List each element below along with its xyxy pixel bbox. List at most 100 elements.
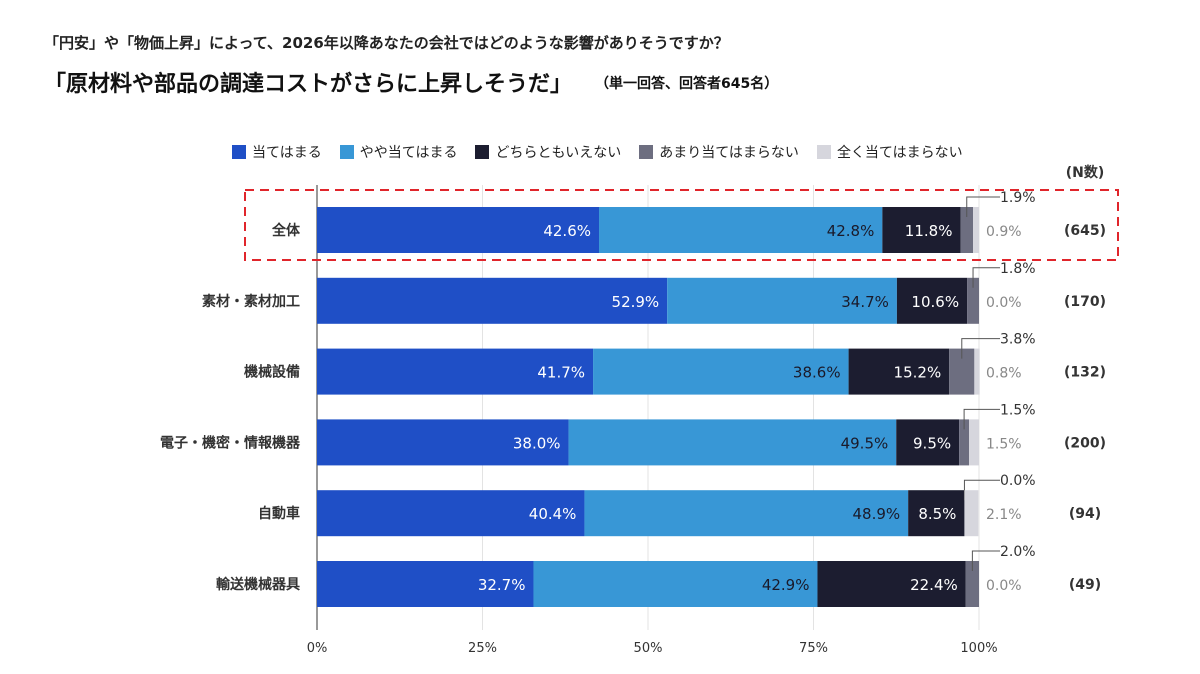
data-label: 1.8% — [1000, 261, 1036, 277]
category-label: 機械設備 — [244, 364, 300, 381]
bar-segment — [533, 561, 818, 607]
data-label: 42.8% — [827, 222, 875, 240]
n-label: (645) — [1064, 223, 1106, 239]
data-label: 42.6% — [543, 222, 591, 240]
n-label: (132) — [1064, 365, 1106, 381]
x-tick-label: 50% — [634, 641, 663, 656]
data-label: 40.4% — [529, 505, 577, 523]
legend-swatch — [816, 145, 831, 159]
data-label: 0.9% — [986, 224, 1022, 240]
data-label: 34.7% — [841, 293, 889, 311]
n-label: (94) — [1069, 506, 1101, 522]
data-label: 48.9% — [853, 505, 901, 523]
data-label: 0.0% — [986, 578, 1022, 594]
data-label: 0.8% — [986, 366, 1022, 382]
highlight-box — [244, 189, 1119, 261]
category-label: 全体 — [271, 222, 301, 239]
legend-label: 全く当てはまらない — [836, 145, 963, 161]
data-label: 9.5% — [913, 434, 951, 452]
data-label: 0.0% — [1000, 473, 1036, 489]
data-label: 10.6% — [911, 293, 959, 311]
legend-item: どちらともいえない — [475, 142, 621, 162]
bar-segment — [965, 561, 979, 607]
data-label: 52.9% — [612, 293, 660, 311]
bar-segment — [973, 207, 979, 253]
category-label: 素材・素材加工 — [202, 293, 300, 310]
leader-line — [961, 338, 1000, 359]
note-text: （単一回答、回答者645名） — [602, 76, 779, 92]
legend-item: 全く当てはまらない — [816, 142, 963, 162]
legend-item: あまり当てはまらない — [639, 142, 799, 162]
category-label: 自動車 — [258, 505, 300, 522]
bar-segment — [817, 561, 966, 607]
data-label: 32.7% — [478, 576, 526, 594]
bar-segment — [317, 277, 668, 324]
bar-segment — [848, 348, 950, 395]
legend-label: どちらともいえない — [495, 145, 622, 161]
legend-item: 当てはまる — [232, 142, 322, 162]
bar-segment — [896, 277, 968, 324]
legend-item: やや当てはまる — [339, 142, 458, 162]
data-label: 3.8% — [1000, 332, 1036, 348]
legend-swatch — [232, 145, 246, 159]
bar-segment — [964, 490, 979, 537]
n-label: (170) — [1064, 294, 1106, 310]
n-label: (49) — [1069, 577, 1101, 593]
n-header: (N数) — [1066, 164, 1105, 181]
bar-segment — [967, 277, 979, 324]
category-label: 輸送機械器具 — [216, 576, 300, 593]
bar-segment — [969, 419, 979, 466]
category-label: 電子・機密・情報機器 — [160, 434, 301, 451]
bar-segment — [568, 419, 897, 466]
bar-segment — [960, 207, 974, 253]
x-tick-label: 0% — [307, 641, 328, 656]
data-label: 2.1% — [986, 507, 1022, 523]
data-label: 15.2% — [894, 364, 942, 382]
legend: 当てはまる やや当てはまる どちらともいえない あまり当てはまらない 全く当てはまらない — [232, 142, 963, 162]
title-text: 「原材料や部品の調達コストがさらに上昇しそうだ」 — [44, 72, 573, 97]
legend-label: やや当てはまる — [359, 145, 458, 161]
bar-segment — [317, 207, 600, 253]
x-tick-label: 100% — [960, 641, 997, 656]
data-label: 49.5% — [841, 434, 889, 452]
leader-line — [966, 196, 1000, 217]
data-label: 41.7% — [537, 364, 585, 382]
bar-segment — [882, 207, 961, 253]
bar-segment — [317, 419, 569, 466]
bar-segment — [317, 490, 585, 537]
bar-segment — [599, 207, 883, 253]
x-tick-label: 75% — [799, 641, 828, 656]
bar-segment — [593, 348, 849, 395]
data-label: 0.0% — [986, 295, 1022, 311]
data-label: 38.6% — [793, 364, 841, 382]
leader-line — [971, 550, 1000, 571]
bar-segment — [317, 561, 534, 607]
legend-swatch — [639, 145, 654, 159]
bar-segment — [959, 419, 970, 466]
leader-line — [963, 408, 1000, 430]
legend-label: 当てはまる — [252, 145, 322, 161]
data-label: 22.4% — [910, 576, 958, 594]
bar-segment — [317, 348, 594, 395]
question-text: 「円安」や「物価上昇」によって、2026年以降あなたの会社ではどのような影響があ… — [44, 34, 729, 52]
data-label: 1.5% — [986, 436, 1022, 452]
data-label: 42.9% — [762, 576, 810, 594]
data-label: 1.9% — [1000, 190, 1036, 206]
legend-swatch — [339, 145, 354, 159]
data-label: 38.0% — [513, 434, 561, 452]
bar-segment — [974, 348, 980, 395]
data-label: 2.0% — [1000, 544, 1036, 560]
leader-line — [972, 267, 1000, 288]
bar-segment — [908, 490, 965, 537]
legend-swatch — [475, 145, 490, 159]
data-label: 8.5% — [918, 505, 956, 523]
chart-title: 「原材料や部品の調達コストがさらに上昇しそうだ」 （単一回答、回答者645名） — [44, 66, 778, 98]
bar-segment — [667, 277, 897, 324]
x-tick-label: 25% — [468, 641, 497, 656]
data-label: 1.5% — [1000, 402, 1036, 418]
legend-label: あまり当てはまらない — [659, 145, 799, 161]
bar-segment — [896, 419, 960, 466]
bar-segment — [584, 490, 909, 537]
data-label: 11.8% — [905, 222, 953, 240]
